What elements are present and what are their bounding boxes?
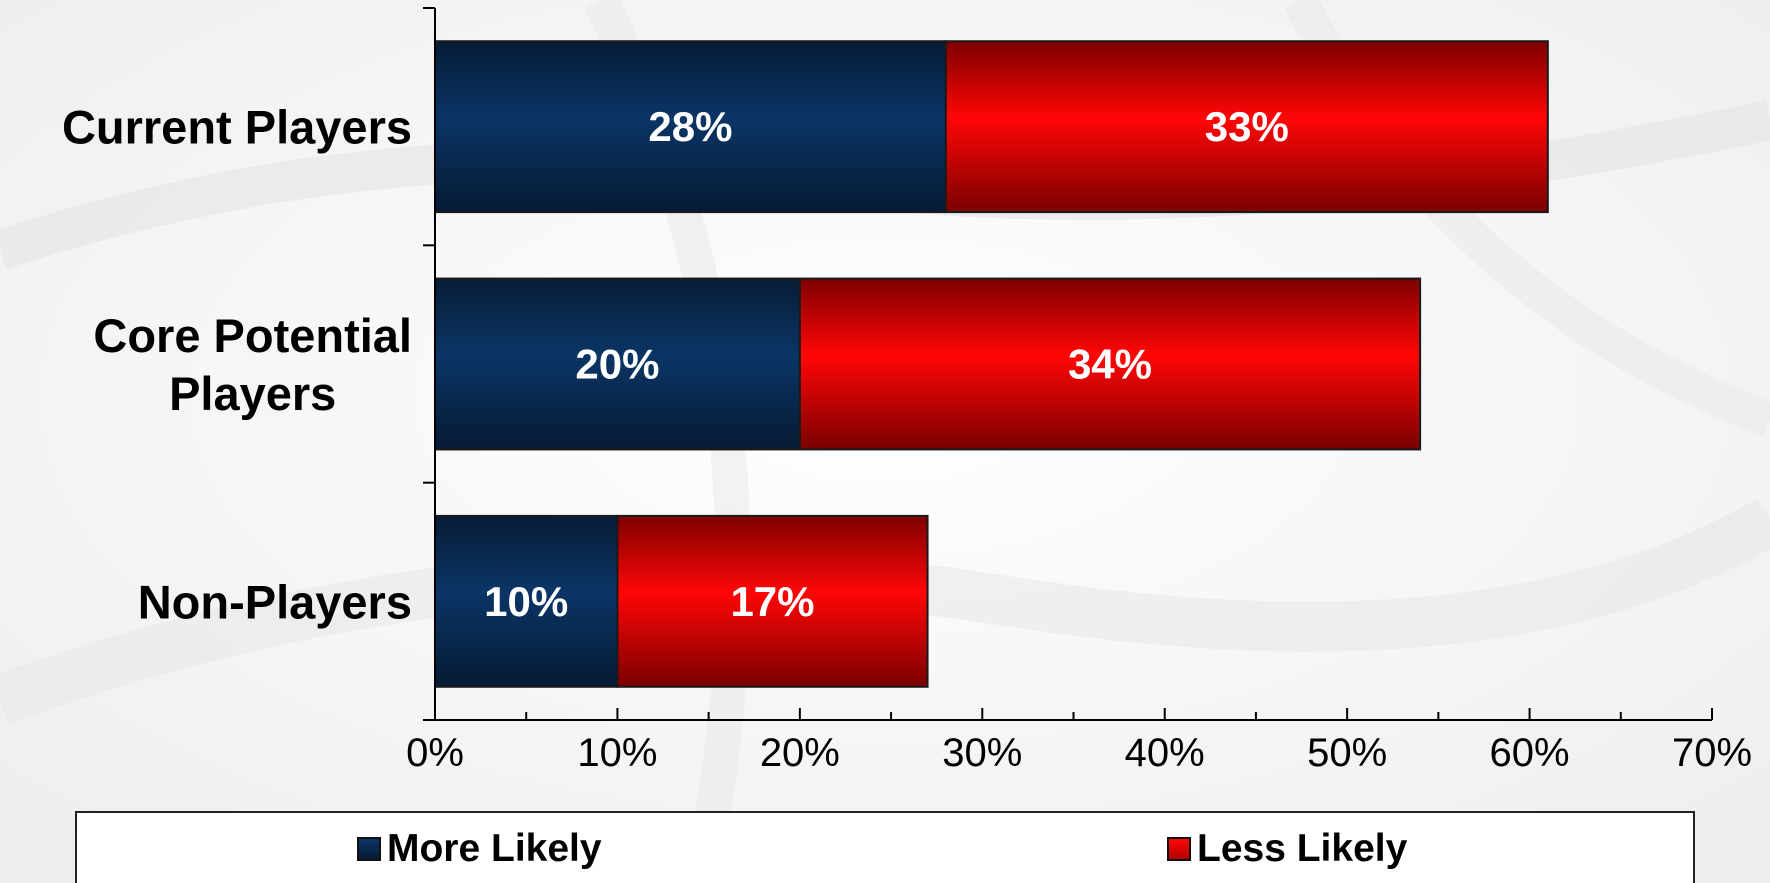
legend-swatch-more-likely — [357, 837, 381, 861]
axes — [423, 7, 1713, 721]
category-label-line: Current Players — [62, 100, 412, 153]
legend-item-more-likely: More Likely — [357, 827, 602, 871]
bar-less-likely-current-players — [944, 40, 1549, 214]
category-labels: Current Players Core Potential Players Non-… — [62, 100, 412, 628]
legend-label-less-likely: Less Likely — [1197, 827, 1408, 870]
data-label-less-likely-current-players: 33% — [1205, 103, 1289, 150]
bar-more-likely-non-players — [434, 514, 619, 688]
x-tick-label: 50% — [1307, 731, 1387, 775]
x-tick-label: 40% — [1125, 731, 1205, 775]
x-tick-label: 30% — [942, 731, 1022, 775]
category-label-current-players: Current Players — [62, 100, 412, 153]
x-tick-label: 60% — [1490, 731, 1570, 775]
data-label-less-likely-core-potential-players: 34% — [1068, 341, 1152, 388]
legend-swatch-less-likely — [1167, 837, 1191, 861]
x-tick-label: 0% — [406, 731, 464, 775]
category-label-core-potential-players: Core Potential Players — [93, 309, 412, 420]
bars — [434, 40, 1549, 688]
legend-item-less-likely: Less Likely — [1167, 827, 1407, 871]
category-label-line: Core Potential — [93, 309, 412, 362]
x-tick-labels: 0% 10% 20% 30% 40% 50% 60% 70% — [406, 731, 1752, 775]
bar-less-likely-core-potential-players — [798, 277, 1422, 451]
bar-less-likely-non-players — [616, 514, 929, 688]
data-labels: 28% 33% 20% 34% 10% 17% — [484, 103, 1289, 625]
bar-more-likely-core-potential-players — [434, 277, 801, 451]
data-label-less-likely-non-players: 17% — [730, 578, 814, 625]
category-label-non-players: Non-Players — [138, 575, 412, 628]
x-tick-label: 10% — [577, 731, 657, 775]
data-label-more-likely-current-players: 28% — [648, 103, 732, 150]
data-label-more-likely-non-players: 10% — [484, 578, 568, 625]
data-label-more-likely-core-potential-players: 20% — [575, 341, 659, 388]
category-label-line: Players — [169, 367, 336, 420]
x-tick-label: 70% — [1672, 731, 1752, 775]
x-tick-label: 20% — [760, 731, 840, 775]
legend-label-more-likely: More Likely — [387, 827, 602, 870]
legend: More Likely Less Likely — [75, 811, 1695, 883]
bar-chart: Current Players Core Potential Players Non-… — [62, 7, 1752, 775]
category-label-line: Non-Players — [138, 575, 412, 628]
